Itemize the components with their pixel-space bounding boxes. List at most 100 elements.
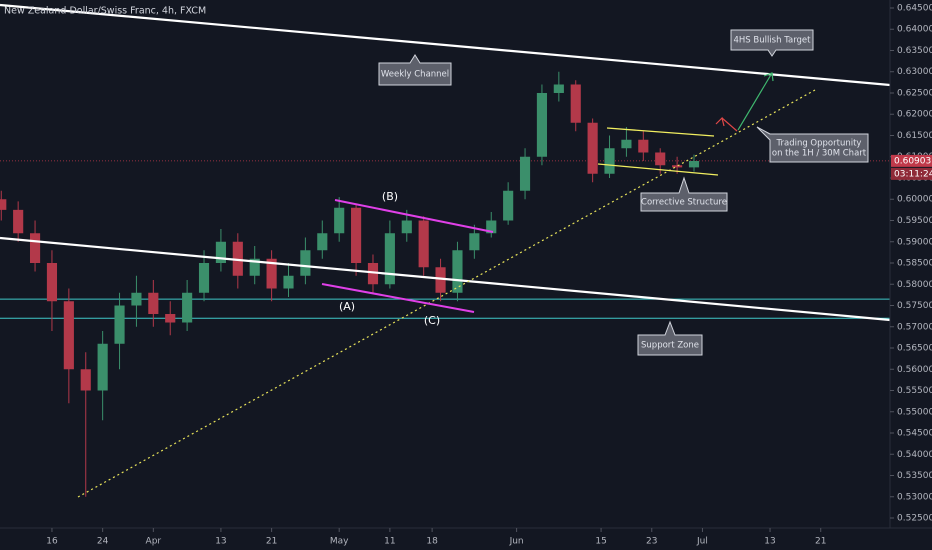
x-tick-label: Jun — [509, 537, 524, 547]
candle-body — [621, 139, 632, 149]
note-text: Trading Opportunity — [776, 139, 862, 149]
candle-body — [283, 275, 294, 289]
y-tick-label: 0.56000 — [897, 365, 932, 375]
candle-body — [165, 314, 176, 323]
y-tick-label: 0.55500 — [897, 386, 932, 396]
candle-body — [604, 148, 615, 174]
y-tick-label: 0.53000 — [897, 492, 932, 502]
wave-line-upper — [334, 199, 494, 233]
note-text: 4HS Bullish Target — [733, 36, 811, 46]
candle-body — [638, 139, 649, 153]
candle-body — [435, 267, 446, 293]
last-price-box — [891, 154, 932, 167]
y-tick-label: 0.56500 — [897, 344, 932, 354]
note-box — [378, 54, 452, 86]
x-tick-label: 11 — [384, 537, 395, 547]
y-tick-label: 0.62500 — [897, 88, 932, 98]
candle-body — [29, 233, 41, 264]
note-text: on the 1H / 30M Chart — [772, 149, 867, 159]
note-box — [640, 176, 728, 212]
y-tick-label: 0.57000 — [897, 322, 932, 332]
x-tick-label: 13 — [764, 537, 775, 547]
candle-body — [249, 258, 260, 276]
candle-body — [97, 343, 108, 391]
last-price-label: 0.60903 — [894, 156, 931, 166]
note-text: Support Zone — [641, 341, 699, 351]
y-tick-label: 0.61500 — [897, 131, 932, 141]
candle-body — [131, 292, 142, 306]
channel-upper — [0, 3, 891, 87]
candle-body — [536, 92, 548, 157]
candle-body — [300, 250, 311, 276]
note-text: Corrective Structure — [641, 198, 727, 208]
y-tick-label: 0.63500 — [897, 46, 932, 56]
candle-body — [570, 84, 581, 123]
y-tick-label: 0.62000 — [897, 110, 932, 120]
candle-body — [148, 292, 159, 315]
y-tick-label: 0.58000 — [897, 280, 932, 290]
y-tick-label: 0.58500 — [897, 259, 932, 269]
x-tick-label: 13 — [215, 537, 226, 547]
candle-body — [587, 122, 598, 174]
candle-body — [182, 292, 193, 323]
flag-lower — [597, 163, 719, 176]
note-box — [637, 320, 703, 356]
candle-body — [317, 233, 328, 251]
y-tick-label: 0.64500 — [897, 3, 932, 13]
flag-upper — [606, 127, 715, 137]
wave-label: (A) — [339, 300, 355, 313]
candle-body — [655, 152, 666, 166]
y-tick-label: 0.52500 — [897, 514, 932, 524]
countdown-label: 03:11:24 — [894, 169, 932, 179]
y-tick-label: 0.59000 — [897, 237, 932, 247]
arrow-up — [737, 72, 774, 131]
candle-body — [13, 209, 24, 234]
x-tick-label: 24 — [97, 537, 109, 547]
wave-label: (B) — [382, 190, 398, 203]
candle-body — [215, 241, 226, 264]
candle-body — [351, 207, 362, 264]
y-tick-label: 0.53500 — [897, 471, 932, 481]
candle-body — [503, 190, 514, 221]
candle-body — [80, 369, 91, 391]
candle-body — [266, 258, 277, 289]
candle-body — [553, 84, 564, 93]
y-tick-label: 0.60000 — [897, 195, 932, 205]
x-tick-label: 23 — [646, 537, 657, 547]
x-tick-label: 21 — [815, 537, 826, 547]
y-tick-label: 0.55000 — [897, 407, 932, 417]
plot-area — [0, 71, 890, 497]
candle-body — [46, 263, 58, 302]
candle-body — [688, 160, 700, 168]
candle-body — [232, 241, 243, 276]
x-tick-label: 15 — [595, 537, 606, 547]
candle-body — [672, 165, 683, 168]
candle-body — [198, 263, 210, 293]
candle-body — [114, 305, 125, 344]
candle-body — [367, 263, 379, 285]
x-tick-label: 18 — [426, 537, 438, 547]
x-tick-label: 16 — [46, 537, 58, 547]
wave-label: (C) — [424, 314, 440, 327]
candle-body — [384, 233, 395, 285]
y-tick-label: 0.59500 — [897, 216, 932, 226]
y-tick-label: 0.54000 — [897, 450, 932, 460]
candle-body — [401, 220, 412, 234]
y-tick-label: 0.64000 — [897, 25, 932, 35]
wave-line-lower — [321, 283, 475, 313]
arrow-down — [721, 117, 738, 132]
candle-body — [452, 250, 463, 293]
x-tick-label: 21 — [266, 537, 277, 547]
candle-body — [469, 233, 480, 251]
note-box — [756, 126, 869, 163]
note-box — [730, 29, 814, 57]
arrow-head — [715, 116, 725, 127]
x-tick-label: Apr — [146, 537, 162, 547]
y-tick-label: 0.57500 — [897, 301, 932, 311]
candle-body — [0, 199, 7, 210]
chart-title: New Zealand Dollar/Swiss Franc, 4h, FXCM — [4, 6, 206, 17]
x-tick-label: May — [330, 537, 349, 547]
candle-body — [418, 220, 429, 268]
